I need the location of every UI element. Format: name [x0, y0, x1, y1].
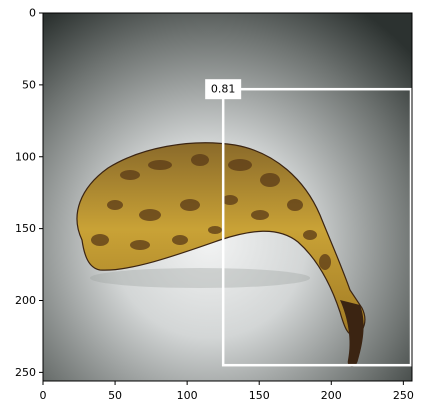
x-tick: 50 — [108, 381, 122, 402]
y-tick: 250 — [15, 366, 43, 379]
y-tick-label: 150 — [15, 222, 36, 235]
x-tick: 0 — [40, 381, 47, 402]
x-tick: 100 — [177, 381, 198, 402]
y-tick: 150 — [15, 222, 43, 235]
x-tick: 200 — [321, 381, 342, 402]
y-tick-label: 0 — [29, 7, 36, 20]
x-tick-label: 200 — [321, 389, 342, 402]
banana-stem — [340, 300, 364, 367]
x-axis: 0 50 100 150 200 250 — [40, 381, 414, 402]
y-tick: 0 — [29, 7, 43, 20]
x-tick-label: 150 — [249, 389, 270, 402]
x-tick-label: 100 — [177, 389, 198, 402]
y-tick-label: 250 — [15, 366, 36, 379]
detection-box — [221, 87, 413, 367]
x-tick-label: 50 — [108, 389, 122, 402]
x-tick: 150 — [249, 381, 270, 402]
y-tick-label: 100 — [15, 150, 36, 163]
score-label-background — [205, 79, 242, 100]
y-tick-label: 50 — [22, 78, 36, 91]
x-tick-label: 250 — [393, 389, 414, 402]
banana-shadow — [90, 268, 310, 288]
detection: 0.81 — [205, 79, 413, 367]
y-axis: 0 50 100 150 200 250 — [15, 7, 43, 379]
y-tick: 100 — [15, 150, 43, 163]
axes-frame — [42, 12, 413, 382]
photo-image — [43, 13, 412, 381]
y-tick-label: 200 — [15, 294, 36, 307]
x-tick: 250 — [393, 381, 414, 402]
banana-spots — [91, 154, 331, 270]
y-tick: 50 — [22, 78, 43, 91]
score-label: 0.81 — [211, 83, 236, 96]
x-tick-label: 0 — [40, 389, 47, 402]
y-tick: 200 — [15, 294, 43, 307]
